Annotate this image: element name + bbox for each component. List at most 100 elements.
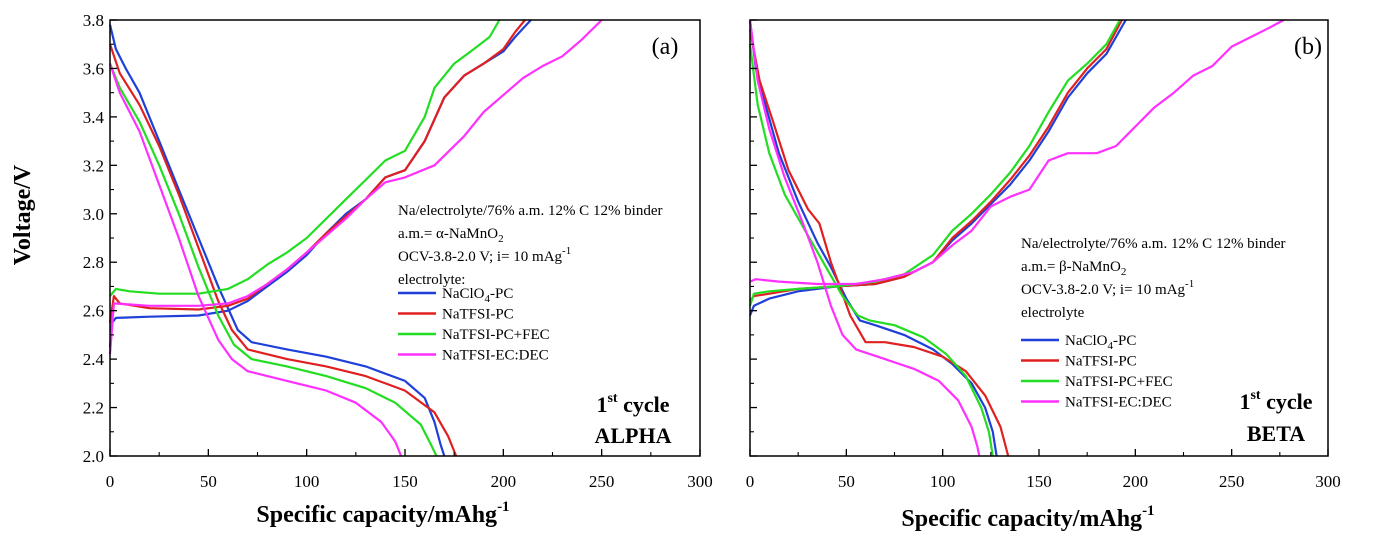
panel-b-info-line: a.m.= β-NaMnO2 [1021,259,1126,278]
panel-b-x-tick-label: 0 [746,472,755,491]
panel-a-info-text: Na/electrolyte/76% a.m. 12% C 12% binder [398,203,663,219]
panel-b-legend-name: NaTFSI-EC:DEC [1065,395,1172,411]
panel-a-cycle-number: 1 [596,392,607,417]
panel-b-info-block: Na/electrolyte/76% a.m. 12% C 12% binder… [1021,236,1286,321]
panel-b-cycle-sup: st [1250,388,1260,403]
panel-a-legend-name: NaTFSI-PC+FEC [442,327,550,343]
panel-a-natfsi-pc-charge-curve [108,19,526,323]
panel-b-x-axis-title: Specific capacity/mAhg-1 [901,503,1154,532]
panel-b-legend-name: NaTFSI-PC [1065,354,1137,370]
panel-a-info-line: a.m.= α-NaMnO2 [398,226,504,245]
panel-a-x-axis-title-main: Specific capacity/mAhg [256,502,497,528]
panel-a-naclo4-pc-discharge-curve [108,24,446,457]
panel-b-x-tick-label: 150 [1026,472,1052,491]
panel-b-cycle-number: 1 [1239,389,1250,414]
panel-a-legend-name: NaTFSI-PC [442,307,514,323]
panel-b-x-axis-title-main: Specific capacity/mAhg [901,506,1142,532]
panel-b-naclo4-pc-discharge-curve [748,19,998,457]
panel-a-label: (a) [652,34,679,60]
panel-a-x-tick-label: 0 [106,472,115,491]
panel-b-legend-suffix: -PC [1113,333,1136,349]
panel-a-y-tick-label: 2.4 [83,350,105,369]
panel-a-x-axis-title-sup: -1 [497,499,510,515]
panel-b-legend-label-naclo4-pc: NaClO4-PC [1065,333,1136,352]
panel-b-cycle-label: 1st cycle [1239,388,1312,414]
panel-a-y-tick-label: 2.2 [83,399,104,418]
panel-b-info-line: OCV-3.8-2.0 V; i= 10 mAg-1 [1021,278,1194,298]
panel-b-x-tick-label: 250 [1219,472,1245,491]
panel-b-x-tick-label: 200 [1123,472,1149,491]
panel-a-info-text: electrolyte: [398,272,465,288]
panel-b-legend-label-natfsi-pc-fec: NaTFSI-PC+FEC [1065,374,1173,390]
panel-a-legend: NaClO4-PC NaTFSI-PC NaTFSI-PC+FEC NaTFSI-EC… [398,286,550,364]
panel-b-legend: NaClO4-PC NaTFSI-PC NaTFSI-PC+FEC NaTFSI-EC… [1021,333,1173,411]
panel-a-legend-label-natfsi-pc: NaTFSI-PC [442,307,514,323]
panel-a-y-tick-label: 3.4 [83,108,105,127]
panel-b-info-line: Na/electrolyte/76% a.m. 12% C 12% binder [1021,236,1286,252]
panel-a-y-tick-label: 2.0 [83,447,104,466]
panel-b-curves [748,19,1285,457]
panel-a-info-superscript: -1 [562,245,571,257]
panel-a-legend-name: NaClO [442,286,485,302]
panel-a-natfsi-ec-dec-discharge-curve [108,63,403,457]
panel-a-info-subscript: 2 [498,233,504,245]
panel-a-info-text: a.m.= α-NaMnO [398,226,498,242]
panel-a-info-line: electrolyte: [398,272,465,288]
panel-a-info-text: OCV-3.8-2.0 V; i= 10 mAg [398,249,563,265]
panel-b-legend-name: NaClO [1065,333,1108,349]
panel-a-legend-suffix: -PC [490,286,513,302]
panel-a-natfsi-pc-fec-charge-curve [109,19,501,297]
panel-b-natfsi-ec-dec-charge-curve [749,19,1285,286]
panel-b-legend-subscript: 4 [1108,340,1114,352]
panel-b-info-superscript: -1 [1185,278,1194,290]
panel-b-info-text: OCV-3.8-2.0 V; i= 10 mAg [1021,282,1186,298]
panel-a-legend-label-natfsi-ec-dec: NaTFSI-EC:DEC [442,348,549,364]
panel-b-legend-label-natfsi-ec-dec: NaTFSI-EC:DEC [1065,395,1172,411]
panel-b-x-tick-label: 50 [838,472,855,491]
panel-a-x-axis-title: Specific capacity/mAhg-1 [256,499,509,528]
panel-b-info-text: electrolyte [1021,305,1085,321]
panel-a-natfsi-ec-dec-charge-curve [108,19,603,355]
panel-a-y-tick-label: 3.0 [83,205,104,224]
panel-a-x-tick-label: 50 [200,472,217,491]
panel-a-curves [108,19,603,457]
panel-a-legend-subscript: 4 [485,293,491,305]
panel-b-naclo4-pc-charge-curve [748,19,1127,316]
panel-a-x-ticks: 0 50 100 150 200 250 300 [106,449,713,491]
panel-a-info-block: Na/electrolyte/76% a.m. 12% C 12% binder… [398,203,663,288]
panel-a-cycle-label: 1st cycle [596,391,669,417]
panel-a-info-line: Na/electrolyte/76% a.m. 12% C 12% binder [398,203,663,219]
panel-b-beta: 0 50 100 150 200 250 300 (b) Specific capacity… [746,19,1341,532]
panel-b-natfsi-pc-discharge-curve [748,29,1010,457]
panel-b-cycle-word: cycle [1261,389,1313,414]
panel-a-y-tick-label: 3.8 [83,11,104,30]
panel-b-legend-label-natfsi-pc: NaTFSI-PC [1065,354,1137,370]
panel-a-y-tick-label: 2.8 [83,253,104,272]
panel-b-y-ticks [750,19,757,457]
panel-b-info-line: electrolyte [1021,305,1085,321]
panel-a-x-tick-label: 100 [294,472,320,491]
panel-b-x-tick-label: 100 [930,472,956,491]
panel-a-x-tick-label: 150 [392,472,418,491]
panel-a-natfsi-pc-discharge-curve [108,43,458,457]
panel-a-legend-label-naclo4-pc: NaClO4-PC [442,286,513,305]
panel-a-cycle-sup: st [607,391,617,406]
panel-a-y-tick-label: 3.6 [83,59,104,78]
y-axis-title: Voltage/V [10,164,36,265]
panel-a-x-tick-label: 200 [491,472,517,491]
panel-b-material-label: BETA [1247,421,1305,446]
panel-b-natfsi-ec-dec-discharge-curve [748,19,981,457]
panel-b-info-text: a.m.= β-NaMnO [1021,259,1121,275]
panel-a-natfsi-pc-fec-discharge-curve [108,63,438,457]
panel-b-x-tick-label: 300 [1315,472,1341,491]
panel-a-legend-label-natfsi-pc-fec: NaTFSI-PC+FEC [442,327,550,343]
panel-b-x-axis-title-sup: -1 [1142,503,1155,519]
panel-a-cycle-word: cycle [618,392,670,417]
panel-b-natfsi-pc-fec-discharge-curve [748,44,994,457]
panel-a-info-line: OCV-3.8-2.0 V; i= 10 mAg-1 [398,245,571,265]
panel-a-material-label: ALPHA [595,423,672,448]
panel-a-y-tick-label: 3.2 [83,156,104,175]
panel-b-legend-name: NaTFSI-PC+FEC [1065,374,1173,390]
panel-a-alpha: 0 50 100 150 200 250 300 2.0 2.2 2.4 2.6 2.8 3.0 3.2… [83,11,713,528]
